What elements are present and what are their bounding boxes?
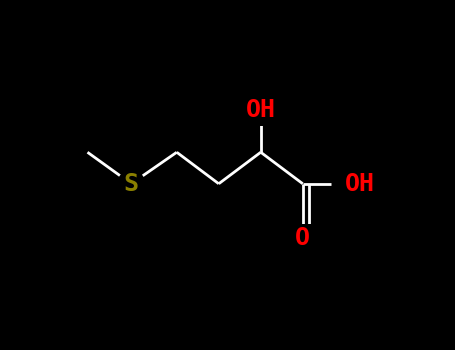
Text: OH: OH [345,172,375,196]
FancyBboxPatch shape [247,98,275,126]
FancyBboxPatch shape [294,224,312,252]
Text: OH: OH [246,98,276,122]
FancyBboxPatch shape [122,170,140,198]
Text: S: S [124,172,139,196]
FancyBboxPatch shape [345,170,373,198]
Text: O: O [295,226,310,250]
